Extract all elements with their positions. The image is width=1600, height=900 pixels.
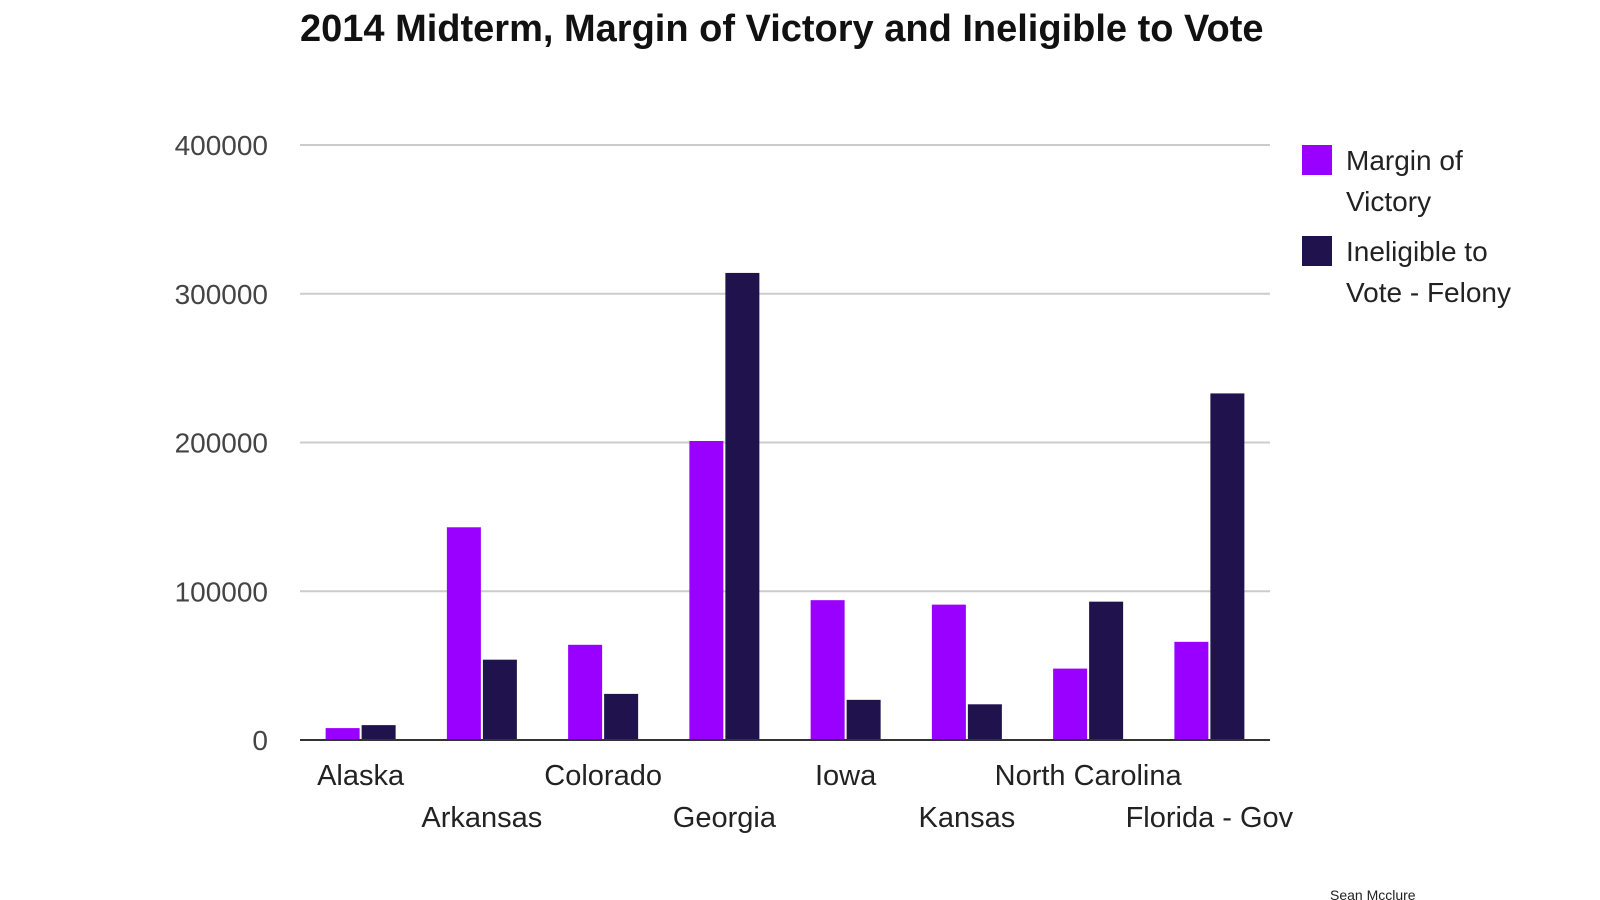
bar-margin-of-victory-north-carolina	[1053, 668, 1088, 740]
x-category-label: Iowa	[815, 760, 877, 792]
x-category-label: Colorado	[544, 760, 662, 792]
x-category-label: Florida - Gov	[1126, 802, 1294, 834]
x-category-label: North Carolina	[995, 760, 1183, 792]
bar-margin-of-victory-georgia	[689, 441, 724, 740]
bar-margin-of-victory-kansas	[931, 604, 966, 740]
bar-ineligible-felony-iowa	[846, 699, 881, 740]
legend-label: Vote - Felony	[1346, 277, 1511, 308]
y-tick-label: 300000	[175, 279, 268, 310]
y-tick-label: 0	[252, 725, 268, 756]
legend-swatch	[1302, 236, 1332, 266]
bar-margin-of-victory-arkansas	[446, 527, 481, 740]
y-tick-label: 100000	[175, 576, 268, 607]
credit-text: Sean Mcclure	[1330, 887, 1416, 900]
legend-label: Margin of	[1346, 145, 1463, 176]
bars	[325, 272, 1245, 740]
gridlines	[300, 144, 1270, 593]
bar-ineligible-felony-colorado	[604, 693, 639, 740]
bar-ineligible-felony-kansas	[967, 704, 1002, 740]
x-category-label: Kansas	[919, 802, 1016, 834]
legend-label: Ineligible to	[1346, 236, 1488, 267]
bar-margin-of-victory-alaska	[325, 728, 360, 740]
y-tick-label: 200000	[175, 428, 268, 459]
bar-margin-of-victory-florida-gov	[1174, 641, 1209, 740]
bar-ineligible-felony-north-carolina	[1089, 601, 1124, 740]
bar-ineligible-felony-arkansas	[482, 659, 517, 740]
bar-ineligible-felony-florida-gov	[1210, 393, 1245, 740]
bar-ineligible-felony-georgia	[725, 272, 760, 740]
y-tick-label: 400000	[175, 130, 268, 161]
x-category-label: Georgia	[673, 802, 777, 834]
bar-ineligible-felony-alaska	[361, 725, 396, 740]
bar-margin-of-victory-iowa	[810, 600, 845, 740]
bar-margin-of-victory-colorado	[568, 644, 603, 740]
y-axis-ticks: 0 100000 200000 300000 400000	[175, 130, 268, 756]
legend: Margin of Victory Ineligible to Vote - Felo…	[1302, 145, 1511, 308]
chart-title: 2014 Midterm, Margin of Victory and Inel…	[300, 8, 1264, 50]
x-category-label: Alaska	[317, 760, 405, 792]
legend-label: Victory	[1346, 186, 1431, 217]
x-category-label: Arkansas	[421, 802, 542, 834]
legend-swatch	[1302, 145, 1332, 175]
